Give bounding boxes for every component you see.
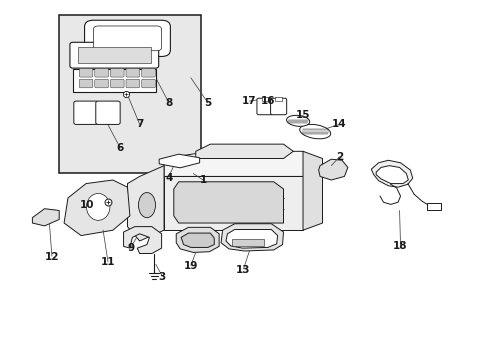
Text: 16: 16 <box>260 96 275 106</box>
Ellipse shape <box>138 193 155 218</box>
Text: 8: 8 <box>165 98 172 108</box>
Text: 5: 5 <box>204 98 211 108</box>
Polygon shape <box>159 154 199 168</box>
Text: 3: 3 <box>158 272 165 282</box>
Text: 4: 4 <box>165 173 172 183</box>
Polygon shape <box>163 151 312 176</box>
Polygon shape <box>173 182 283 223</box>
FancyBboxPatch shape <box>79 79 93 88</box>
Polygon shape <box>123 226 161 253</box>
FancyBboxPatch shape <box>96 101 120 125</box>
Bar <box>73 69 156 92</box>
Ellipse shape <box>299 124 330 139</box>
Text: 13: 13 <box>236 265 250 275</box>
FancyBboxPatch shape <box>79 68 93 77</box>
FancyBboxPatch shape <box>70 42 158 68</box>
Bar <box>59 15 200 173</box>
Bar <box>261 97 268 101</box>
Text: 19: 19 <box>183 261 198 271</box>
Polygon shape <box>375 166 407 184</box>
Text: 6: 6 <box>116 143 123 153</box>
Polygon shape <box>32 209 59 226</box>
FancyBboxPatch shape <box>95 68 108 77</box>
Text: 14: 14 <box>331 120 346 129</box>
Polygon shape <box>221 224 283 251</box>
Bar <box>232 239 264 246</box>
Ellipse shape <box>286 115 309 126</box>
Text: 15: 15 <box>295 111 309 121</box>
Polygon shape <box>127 166 163 241</box>
FancyBboxPatch shape <box>110 68 124 77</box>
Polygon shape <box>318 159 347 180</box>
Polygon shape <box>225 229 277 248</box>
Polygon shape <box>303 151 322 230</box>
Text: 2: 2 <box>335 152 343 162</box>
Polygon shape <box>163 176 303 230</box>
FancyBboxPatch shape <box>270 98 286 115</box>
FancyBboxPatch shape <box>93 26 161 51</box>
Text: 10: 10 <box>80 200 95 210</box>
FancyBboxPatch shape <box>84 20 170 57</box>
Text: 18: 18 <box>392 241 407 251</box>
FancyBboxPatch shape <box>142 68 155 77</box>
Text: 9: 9 <box>127 243 135 253</box>
Polygon shape <box>176 227 219 252</box>
Text: 17: 17 <box>242 96 256 106</box>
FancyBboxPatch shape <box>95 79 108 88</box>
FancyBboxPatch shape <box>256 98 272 115</box>
Text: 11: 11 <box>101 257 115 267</box>
FancyBboxPatch shape <box>126 79 140 88</box>
Text: 1: 1 <box>199 175 206 185</box>
Bar <box>427 203 440 211</box>
FancyBboxPatch shape <box>126 68 140 77</box>
Polygon shape <box>195 144 293 158</box>
FancyBboxPatch shape <box>110 79 124 88</box>
Ellipse shape <box>86 193 110 220</box>
Bar <box>78 47 151 63</box>
Text: 7: 7 <box>136 120 143 129</box>
FancyBboxPatch shape <box>142 79 155 88</box>
Polygon shape <box>181 233 214 247</box>
Bar <box>275 97 282 101</box>
Polygon shape <box>64 180 130 235</box>
Text: 12: 12 <box>44 252 59 262</box>
Polygon shape <box>370 160 412 187</box>
FancyBboxPatch shape <box>74 101 98 125</box>
